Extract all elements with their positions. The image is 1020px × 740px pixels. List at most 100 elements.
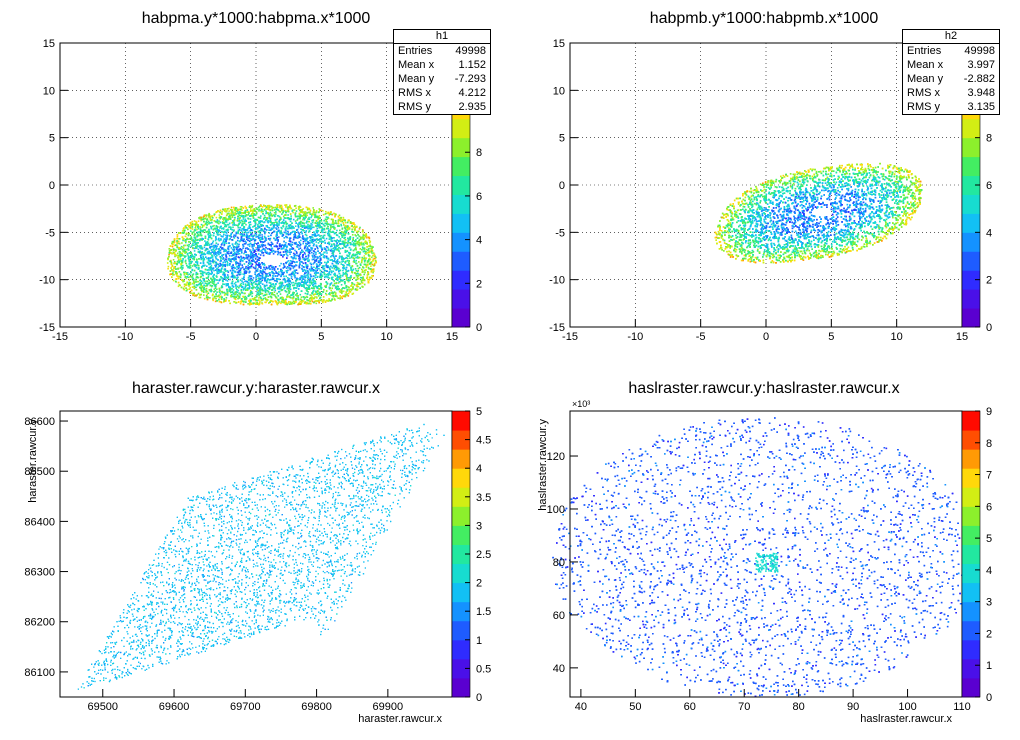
data-point <box>333 257 336 259</box>
data-point <box>294 287 297 289</box>
data-point <box>238 285 241 287</box>
data-point <box>346 276 348 278</box>
data-point <box>224 292 227 295</box>
data-point <box>362 229 364 231</box>
data-point <box>219 291 221 293</box>
data-point <box>255 248 258 250</box>
data-point <box>265 301 267 304</box>
data-point <box>293 284 296 286</box>
data-point <box>195 266 198 269</box>
data-point <box>171 245 174 248</box>
data-point <box>257 268 259 270</box>
data-point <box>312 269 315 271</box>
data-point <box>351 243 354 246</box>
data-point <box>294 233 296 236</box>
data-point <box>263 214 266 217</box>
data-point <box>267 219 269 222</box>
data-point <box>336 288 338 291</box>
data-point <box>200 238 202 241</box>
data-point <box>229 278 231 281</box>
data-point <box>268 267 270 269</box>
data-point <box>189 287 191 289</box>
data-point <box>168 250 171 252</box>
data-point <box>226 251 228 253</box>
data-point <box>239 226 242 229</box>
data-point <box>313 261 316 264</box>
data-point <box>302 218 304 221</box>
data-point <box>172 272 174 274</box>
data-point <box>222 283 224 285</box>
data-point <box>307 272 310 274</box>
data-point <box>220 239 222 241</box>
data-point <box>368 250 370 252</box>
data-point <box>207 220 210 223</box>
data-point <box>254 242 256 244</box>
data-point <box>359 287 361 289</box>
data-point <box>220 295 222 298</box>
data-point <box>223 248 225 251</box>
data-point <box>312 263 315 265</box>
data-point <box>230 211 233 213</box>
data-point <box>256 260 258 263</box>
data-point <box>214 300 217 303</box>
data-point <box>181 242 183 244</box>
data-point <box>216 288 218 290</box>
data-point <box>222 263 224 266</box>
data-point <box>297 235 299 238</box>
data-point <box>232 224 234 226</box>
data-point <box>303 302 306 304</box>
data-point <box>323 269 326 272</box>
data-point <box>338 257 341 259</box>
data-point <box>363 273 365 276</box>
data-point <box>362 242 365 245</box>
data-point <box>257 289 259 292</box>
data-point <box>324 276 326 279</box>
data-point <box>345 273 348 275</box>
data-point <box>341 240 343 243</box>
data-point <box>269 224 272 226</box>
data-point <box>256 243 258 245</box>
data-point <box>257 292 260 295</box>
data-point <box>310 265 313 268</box>
data-point <box>199 227 202 229</box>
data-point <box>289 303 292 305</box>
data-point <box>247 227 249 230</box>
data-point <box>213 254 215 256</box>
data-point <box>208 258 210 261</box>
data-point <box>261 292 264 295</box>
data-point <box>372 275 374 277</box>
data-point <box>253 302 256 304</box>
data-point <box>310 236 312 238</box>
data-point <box>285 231 287 234</box>
data-point <box>341 275 344 277</box>
data-point <box>231 228 233 231</box>
data-point <box>290 282 293 284</box>
data-point <box>204 217 206 220</box>
data-point <box>361 282 364 284</box>
data-point <box>230 236 232 238</box>
data-point <box>340 223 342 226</box>
data-point <box>240 248 243 251</box>
data-point <box>186 244 189 247</box>
data-point <box>237 230 240 232</box>
data-point <box>359 263 362 265</box>
data-point <box>266 287 269 289</box>
data-point <box>291 243 294 246</box>
data-point <box>215 216 218 219</box>
data-point <box>334 287 337 289</box>
data-point <box>220 246 222 248</box>
data-point <box>281 206 283 208</box>
data-point <box>297 231 299 233</box>
data-point <box>342 269 344 272</box>
data-point <box>277 295 280 297</box>
data-point <box>272 206 274 209</box>
data-point <box>342 273 344 276</box>
data-point <box>247 210 250 213</box>
data-point <box>250 262 252 264</box>
data-point <box>212 240 215 242</box>
data-point <box>371 263 374 266</box>
data-point <box>274 221 277 223</box>
data-point <box>276 242 279 244</box>
data-point <box>294 220 297 222</box>
data-point <box>222 219 225 221</box>
